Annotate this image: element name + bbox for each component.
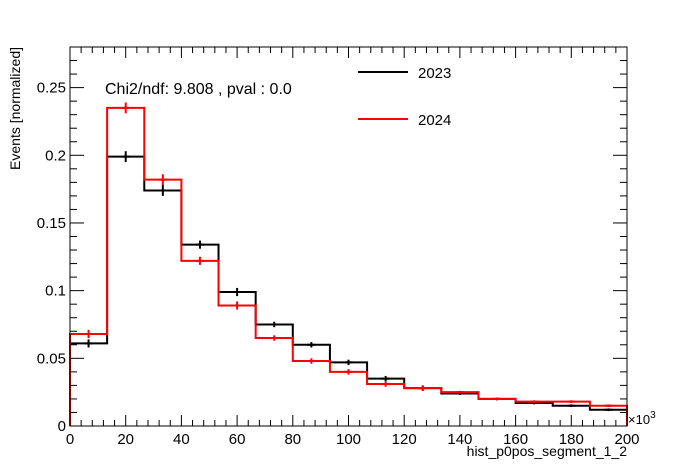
y-tick-label: 0.05 (37, 350, 66, 367)
x-tick-label: 180 (559, 431, 584, 448)
x-multiplier-label: ×103 (628, 410, 656, 427)
x-tick-label: 80 (284, 431, 301, 448)
series-2024 (69, 102, 628, 426)
y-axis-title: Events [normalized] (7, 47, 23, 170)
legend-label-2023: 2023 (418, 65, 451, 82)
x-tick-label: 20 (117, 431, 134, 448)
legend-label-2024: 2024 (418, 112, 451, 129)
x-tick-label: 140 (447, 431, 472, 448)
y-tick-label: 0.25 (37, 80, 66, 97)
plot-area (69, 102, 628, 426)
x-multiplier-exponent: 3 (650, 410, 656, 421)
y-tick-label: 0.1 (45, 283, 66, 300)
x-tick-label: 100 (336, 431, 361, 448)
x-tick-label: 60 (229, 431, 246, 448)
legend: 2023 2024 (358, 65, 451, 129)
x-axis-title: hist_p0pos_segment_1_2 (467, 443, 628, 459)
x-tick-label: 0 (66, 431, 74, 448)
x-multiplier-base: ×10 (628, 412, 650, 427)
axis-ticks: 0 20 40 60 80 100 120 140 160 180 200 0 0.05 0.1 0.15 0… (37, 46, 640, 448)
y-tick-label: 0.15 (37, 215, 66, 232)
y-tick-label: 0.2 (45, 147, 66, 164)
x-tick-label: 120 (392, 431, 417, 448)
x-tick-label: 160 (503, 431, 528, 448)
histogram-line-2024 (69, 106, 628, 426)
x-tick-label: 200 (614, 431, 639, 448)
y-tick-label: 0 (58, 418, 66, 435)
x-tick-label: 40 (173, 431, 190, 448)
chi2-annotation: Chi2/ndf: 9.808 , pval : 0.0 (105, 81, 292, 98)
